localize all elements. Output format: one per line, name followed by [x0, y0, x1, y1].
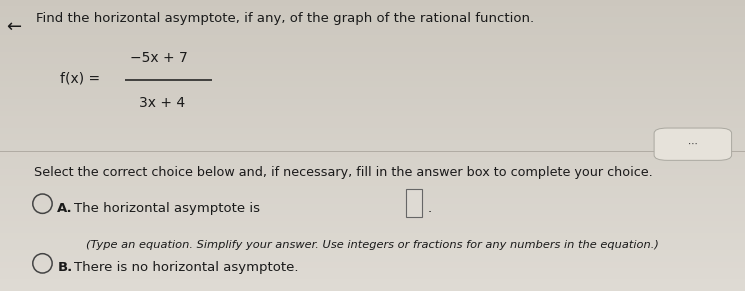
Bar — [0, 17, 745, 23]
Text: A.: A. — [57, 202, 73, 215]
Text: B.: B. — [57, 261, 72, 274]
Bar — [0, 134, 745, 140]
Bar — [0, 58, 745, 64]
Bar — [0, 233, 745, 239]
Text: f(x) =: f(x) = — [60, 72, 104, 86]
Bar — [0, 87, 745, 93]
Text: ←: ← — [6, 17, 21, 36]
Bar — [0, 163, 745, 169]
Bar — [0, 52, 745, 58]
Text: Select the correct choice below and, if necessary, fill in the answer box to com: Select the correct choice below and, if … — [34, 166, 653, 179]
Bar — [0, 279, 745, 285]
FancyBboxPatch shape — [654, 128, 732, 160]
Bar — [0, 239, 745, 244]
Bar — [0, 23, 745, 29]
Bar — [0, 256, 745, 262]
Bar — [0, 29, 745, 35]
Text: .: . — [428, 202, 432, 215]
Bar — [0, 105, 745, 111]
Bar — [0, 12, 745, 17]
Text: The horizontal asymptote is: The horizontal asymptote is — [74, 202, 261, 215]
Bar — [0, 198, 745, 204]
Bar — [0, 274, 745, 279]
Bar — [0, 285, 745, 291]
Bar — [0, 111, 745, 116]
Bar — [0, 6, 745, 12]
Bar — [0, 227, 745, 233]
Bar — [0, 81, 745, 87]
Bar — [0, 210, 745, 215]
Bar — [0, 128, 745, 134]
Text: 3x + 4: 3x + 4 — [139, 96, 186, 110]
Bar — [0, 99, 745, 105]
Bar — [0, 140, 745, 146]
Bar — [0, 169, 745, 175]
Bar — [0, 41, 745, 47]
Bar — [0, 175, 745, 180]
FancyBboxPatch shape — [406, 189, 422, 217]
Bar — [0, 116, 745, 122]
Bar — [0, 204, 745, 210]
Bar — [0, 35, 745, 41]
Bar — [0, 262, 745, 268]
Bar — [0, 76, 745, 81]
Bar — [0, 47, 745, 52]
Text: (Type an equation. Simplify your answer. Use integers or fractions for any numbe: (Type an equation. Simplify your answer.… — [86, 240, 659, 250]
Bar — [0, 186, 745, 192]
Bar — [0, 244, 745, 250]
Bar — [0, 0, 745, 6]
Bar — [0, 70, 745, 76]
Bar — [0, 157, 745, 163]
Bar — [0, 93, 745, 99]
Bar — [0, 268, 745, 274]
Bar — [0, 64, 745, 70]
Bar — [0, 250, 745, 256]
Bar — [0, 221, 745, 227]
Bar — [0, 192, 745, 198]
Bar — [0, 122, 745, 128]
Bar — [0, 146, 745, 151]
Text: −5x + 7: −5x + 7 — [130, 51, 188, 65]
Bar — [0, 215, 745, 221]
Text: ⋯: ⋯ — [688, 139, 698, 149]
Bar — [0, 180, 745, 186]
Text: Find the horizontal asymptote, if any, of the graph of the rational function.: Find the horizontal asymptote, if any, o… — [36, 12, 534, 25]
Bar — [0, 151, 745, 157]
Text: There is no horizontal asymptote.: There is no horizontal asymptote. — [74, 261, 299, 274]
